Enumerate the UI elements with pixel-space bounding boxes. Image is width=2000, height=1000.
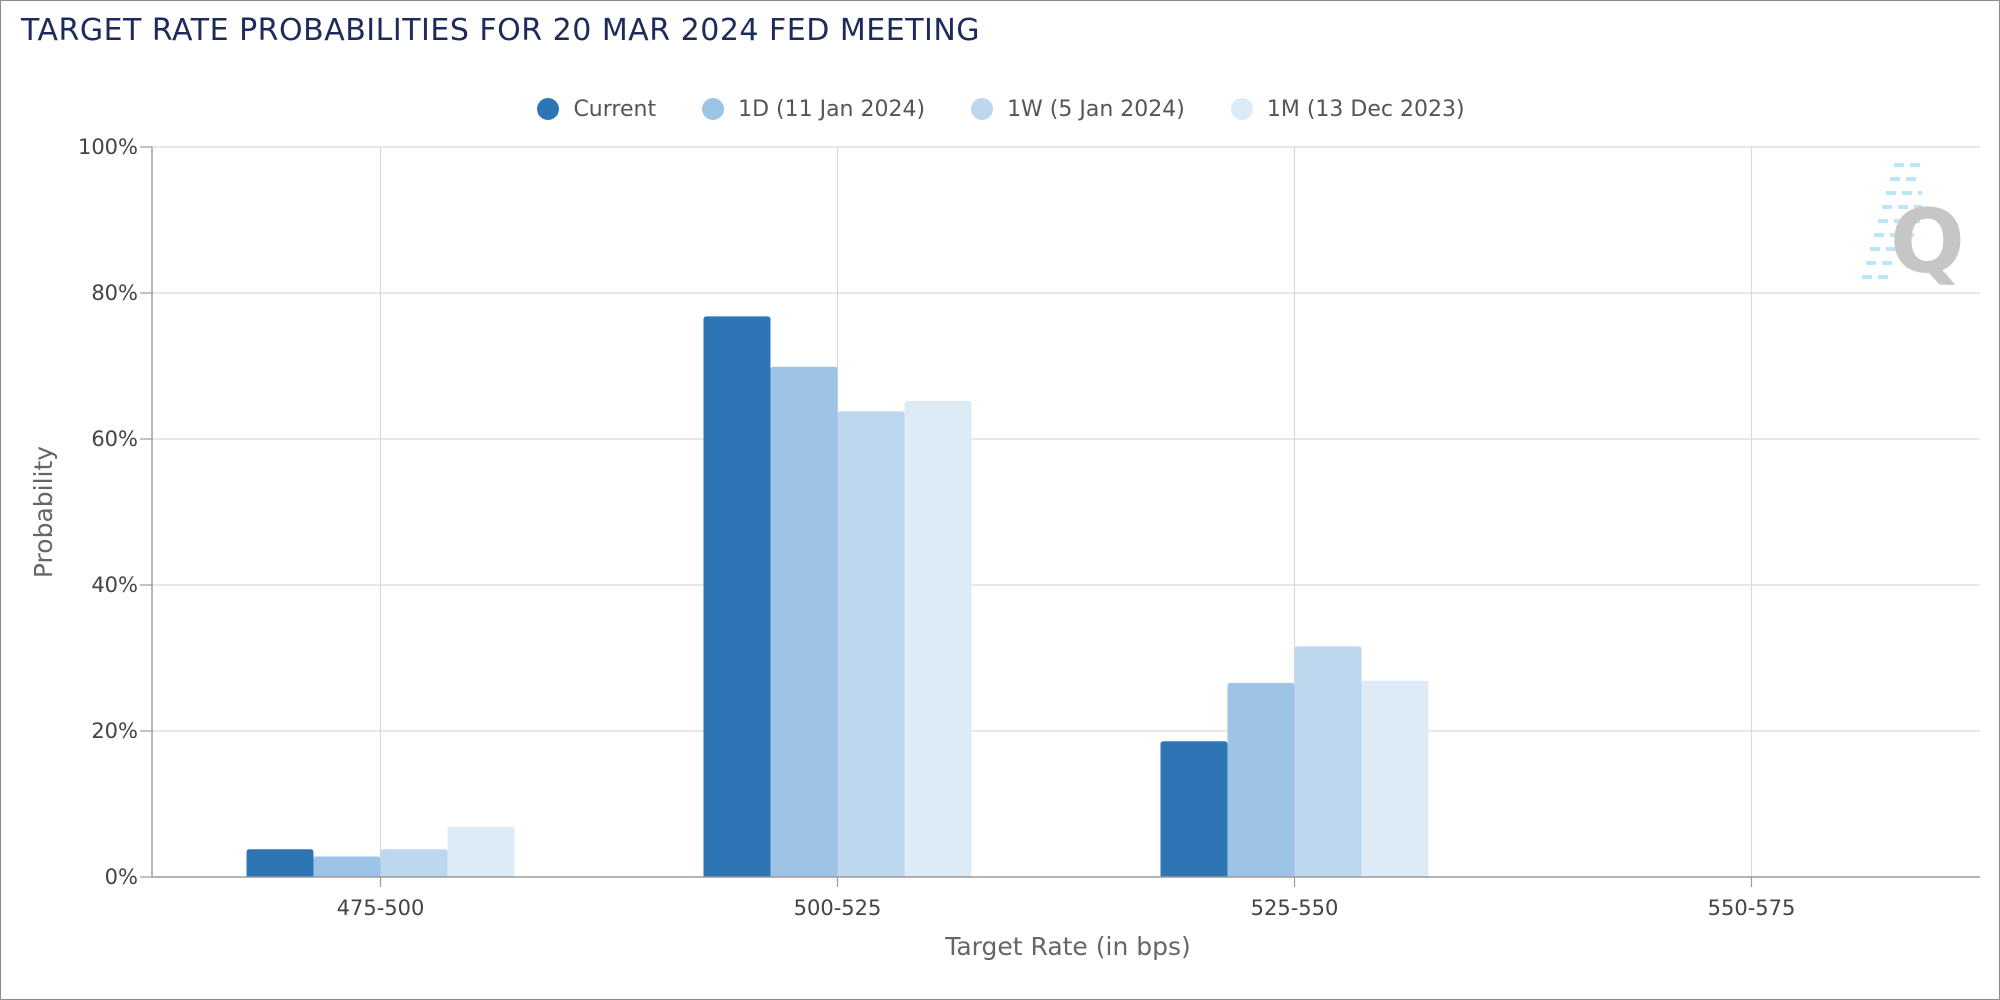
legend-label: 1M (13 Dec 2023) xyxy=(1266,96,1465,122)
y-tick-label: 0% xyxy=(105,865,138,889)
x-tick-label: 475-500 xyxy=(337,896,425,920)
y-tick-label: 60% xyxy=(91,427,138,451)
bar-1w-5-jan-2024-475-500[interactable] xyxy=(380,849,448,877)
x-tick-label: 550-575 xyxy=(1708,896,1796,920)
x-tick-label: 525-550 xyxy=(1251,896,1339,920)
y-tick-label: 80% xyxy=(91,281,138,305)
bar-1d-11-jan-2024-475-500[interactable] xyxy=(313,856,381,877)
legend-label: 1D (11 Jan 2024) xyxy=(738,96,926,122)
bar-current-475-500[interactable] xyxy=(246,849,314,877)
legend-swatch-icon xyxy=(537,98,560,120)
y-tick-label: 100% xyxy=(78,135,138,159)
x-tick-label: 500-525 xyxy=(794,896,882,920)
bar-1d-11-jan-2024-525-550[interactable] xyxy=(1227,682,1295,877)
grid-lines xyxy=(152,146,1980,877)
legend-label: 1W (5 Jan 2024) xyxy=(1007,96,1185,122)
legend-swatch-icon xyxy=(702,98,725,120)
watermark-letter: Q xyxy=(1890,190,1965,293)
watermark-logo-icon: Q xyxy=(1862,163,1965,293)
bar-1m-13-dec-2023-475-500[interactable] xyxy=(447,826,515,877)
legend-swatch-icon xyxy=(1230,98,1253,120)
legend-item-1w-5-jan-2024[interactable]: 1W (5 Jan 2024) xyxy=(971,97,1185,122)
y-axis-title: Probability xyxy=(29,446,58,578)
bar-current-525-550[interactable] xyxy=(1160,741,1228,877)
bar-1w-5-jan-2024-525-550[interactable] xyxy=(1294,646,1362,877)
legend-swatch-icon xyxy=(971,98,994,120)
bar-1w-5-jan-2024-500-525[interactable] xyxy=(837,411,905,877)
y-tick-label: 20% xyxy=(91,719,138,743)
bar-1m-13-dec-2023-525-550[interactable] xyxy=(1361,680,1429,877)
y-axis-ticks: 0% 20% 40% 60% 80% 100% xyxy=(78,135,152,889)
legend-item-current[interactable]: Current xyxy=(537,97,656,122)
bar-1m-13-dec-2023-500-525[interactable] xyxy=(904,401,972,877)
bar-1d-11-jan-2024-500-525[interactable] xyxy=(770,366,838,877)
x-axis-ticks: 475-500 500-525 525-550 550-575 xyxy=(337,877,1796,920)
chart-title: TARGET RATE PROBABILITIES FOR 20 MAR 202… xyxy=(21,13,981,48)
y-tick-label: 40% xyxy=(91,573,138,597)
legend-item-1m-13-dec-2023[interactable]: 1M (13 Dec 2023) xyxy=(1230,96,1465,122)
legend: Current 1D (11 Jan 2024) 1W (5 Jan 2024) 1M… xyxy=(1,91,2000,127)
legend-label: Current xyxy=(573,96,657,122)
bar-current-500-525[interactable] xyxy=(703,316,771,877)
legend-item-1d-11-jan-2024[interactable]: 1D (11 Jan 2024) xyxy=(702,97,925,122)
x-axis-title: Target Rate (in bps) xyxy=(944,932,1191,961)
axes xyxy=(151,147,1980,878)
bar-series-group xyxy=(246,316,1429,877)
